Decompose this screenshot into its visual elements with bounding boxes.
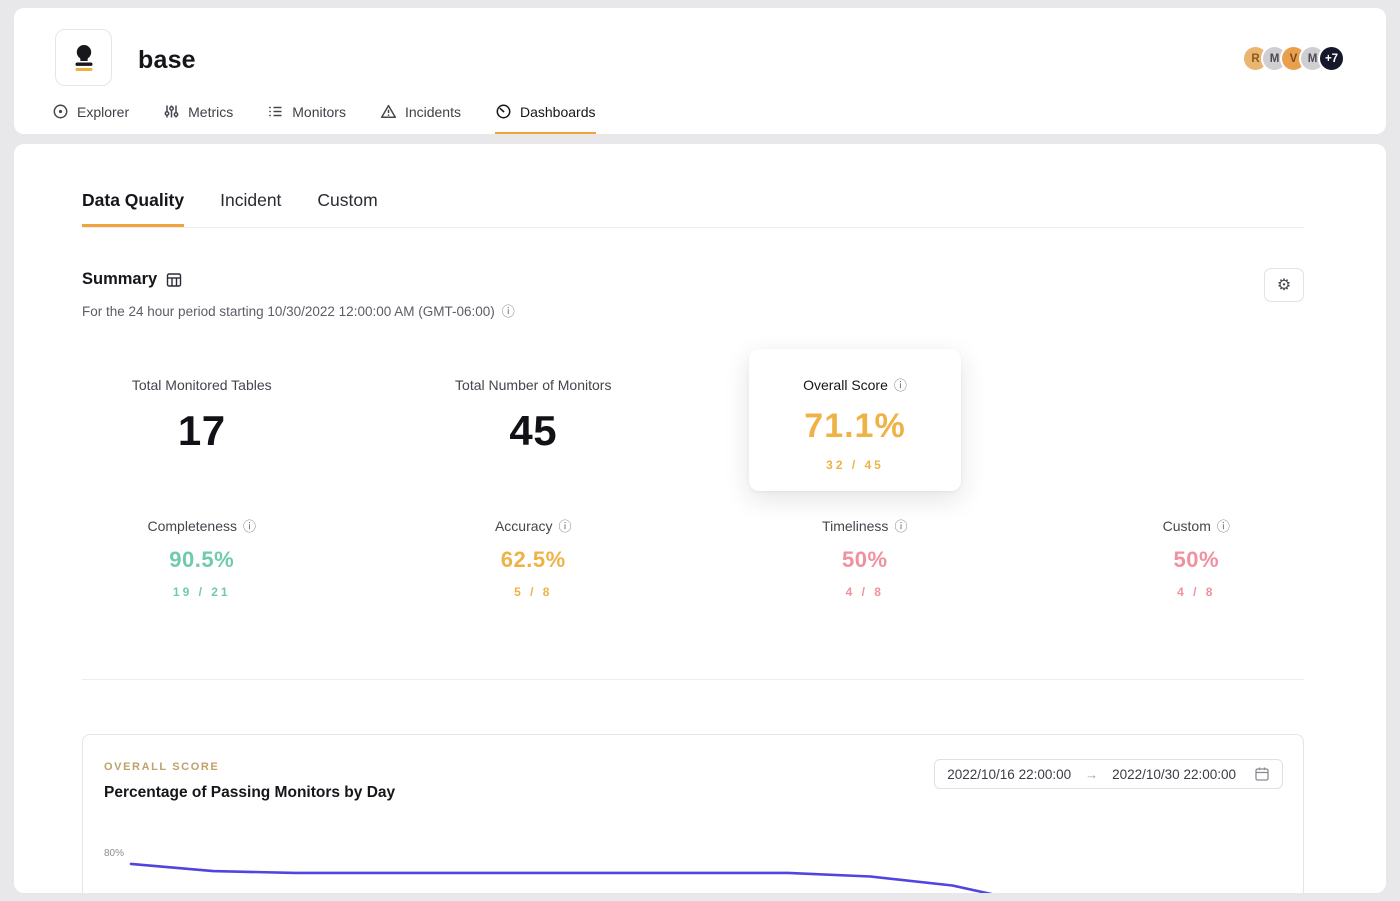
- stat-fraction: 5 / 8: [514, 585, 553, 599]
- header: base R M V M +7 Explorer Metrics: [14, 8, 1386, 134]
- tab-incident[interactable]: Incident: [220, 190, 282, 210]
- stat-total-tables: Total Monitored Tables 17: [36, 377, 368, 455]
- stat-label: Accuracy: [494, 518, 553, 534]
- info-icon[interactable]: ⓘ: [894, 518, 908, 534]
- nav-label: Metrics: [188, 103, 234, 120]
- overall-score-label: Overall Score: [803, 377, 888, 393]
- summary-period: For the 24 hour period starting 10/30/20…: [82, 304, 515, 319]
- nav-label: Dashboards: [520, 103, 596, 120]
- date-range-picker[interactable]: 2022/10/16 22:00:00 → 2022/10/30 22:00:0…: [934, 759, 1283, 789]
- date-range-end[interactable]: 2022/10/30 22:00:00: [1112, 766, 1236, 782]
- avatar[interactable]: M: [1261, 45, 1288, 72]
- tab-data-quality[interactable]: Data Quality: [82, 190, 185, 227]
- table-icon: [167, 272, 182, 287]
- metrics-icon: [164, 105, 179, 118]
- stat-fraction: 4 / 8: [1177, 585, 1216, 599]
- category-stats: Completeness ⓘ 90.5% 19 / 21 Accuracy ⓘ 62…: [36, 518, 1362, 599]
- explorer-icon: [53, 104, 68, 119]
- monitors-icon: [269, 106, 282, 117]
- overall-score-value: 71.1%: [804, 407, 906, 445]
- stat-fraction: 4 / 8: [845, 585, 884, 599]
- workspace-logo[interactable]: [55, 29, 112, 86]
- calendar-icon[interactable]: [1254, 766, 1270, 782]
- y-axis-tick-80: 80%: [104, 848, 125, 859]
- stamp-logo-icon: [75, 44, 92, 71]
- stat-label: Total Number of Monitors: [455, 377, 612, 393]
- primary-nav: Explorer Metrics Monitors: [52, 103, 596, 134]
- stat-value: 17: [177, 407, 226, 454]
- dashboard-tabs: Data Quality Incident Custom: [82, 190, 378, 227]
- info-icon[interactable]: ⓘ: [242, 518, 256, 534]
- overall-score-chart-card: OVERALL SCORE Percentage of Passing Moni…: [82, 734, 1304, 893]
- stat-value: 50%: [1173, 547, 1220, 572]
- avatar-overflow-count[interactable]: +7: [1318, 45, 1345, 72]
- section-divider: [82, 679, 1304, 680]
- info-icon[interactable]: ⓘ: [893, 377, 907, 393]
- chart-section-label: OVERALL SCORE: [104, 761, 220, 773]
- stat-label: Total Monitored Tables: [131, 377, 272, 393]
- info-icon[interactable]: ⓘ: [1216, 518, 1230, 534]
- stat-total-monitors: Total Number of Monitors 45: [368, 377, 700, 455]
- stat-value: 90.5%: [169, 547, 235, 572]
- dashboards-icon: [496, 104, 511, 119]
- incidents-icon: [380, 104, 397, 118]
- date-range-start[interactable]: 2022/10/16 22:00:00: [947, 766, 1072, 782]
- stat-value: 45: [509, 407, 558, 454]
- arrow-right-icon: →: [1085, 766, 1099, 782]
- stat-completeness: Completeness ⓘ 90.5% 19 / 21: [36, 518, 368, 599]
- tabs-divider: [82, 227, 1304, 228]
- nav-item-dashboards[interactable]: Dashboards: [495, 103, 596, 134]
- tab-custom[interactable]: Custom: [317, 190, 378, 210]
- stat-value: 50%: [841, 547, 888, 572]
- chart-title: Percentage of Passing Monitors by Day: [104, 784, 396, 801]
- nav-label: Incidents: [404, 103, 461, 120]
- stat-label: Custom: [1162, 518, 1211, 534]
- summary-title: Summary: [82, 270, 158, 288]
- nav-item-metrics[interactable]: Metrics: [163, 103, 233, 134]
- nav-item-monitors[interactable]: Monitors: [267, 103, 346, 134]
- passing-monitors-line: [129, 862, 993, 893]
- primary-stats: Total Monitored Tables 17 Total Number o…: [36, 377, 1362, 455]
- stat-label: Timeliness: [822, 518, 889, 534]
- gear-icon: ⚙: [1276, 277, 1292, 294]
- overall-score-card: Overall Score ⓘ 71.1% 32 / 45: [749, 349, 961, 491]
- avatar-stack: R M V M +7: [1242, 45, 1345, 72]
- stat-label: Completeness: [147, 518, 237, 534]
- dashboard-panel: Data Quality Incident Custom Summary ⚙ F…: [14, 144, 1386, 893]
- nav-label: Monitors: [292, 103, 346, 120]
- summary-period-text: For the 24 hour period starting 10/30/20…: [82, 304, 495, 319]
- stat-custom: Custom ⓘ 50% 4 / 8: [1031, 518, 1363, 599]
- workspace-title: base: [138, 46, 196, 74]
- info-icon[interactable]: ⓘ: [558, 518, 572, 534]
- stat-accuracy: Accuracy ⓘ 62.5% 5 / 8: [368, 518, 700, 599]
- stat-fraction: 19 / 21: [172, 585, 231, 599]
- summary-settings-button[interactable]: ⚙: [1264, 268, 1304, 302]
- info-icon[interactable]: ⓘ: [501, 304, 515, 319]
- stat-value: 62.5%: [500, 547, 566, 572]
- stat-timeliness: Timeliness ⓘ 50% 4 / 8: [699, 518, 1031, 599]
- nav-label: Explorer: [77, 103, 130, 120]
- overall-score-fraction: 32 / 45: [826, 458, 884, 472]
- summary-header: Summary: [82, 270, 182, 289]
- nav-item-incidents[interactable]: Incidents: [380, 103, 461, 134]
- nav-item-explorer[interactable]: Explorer: [52, 103, 129, 134]
